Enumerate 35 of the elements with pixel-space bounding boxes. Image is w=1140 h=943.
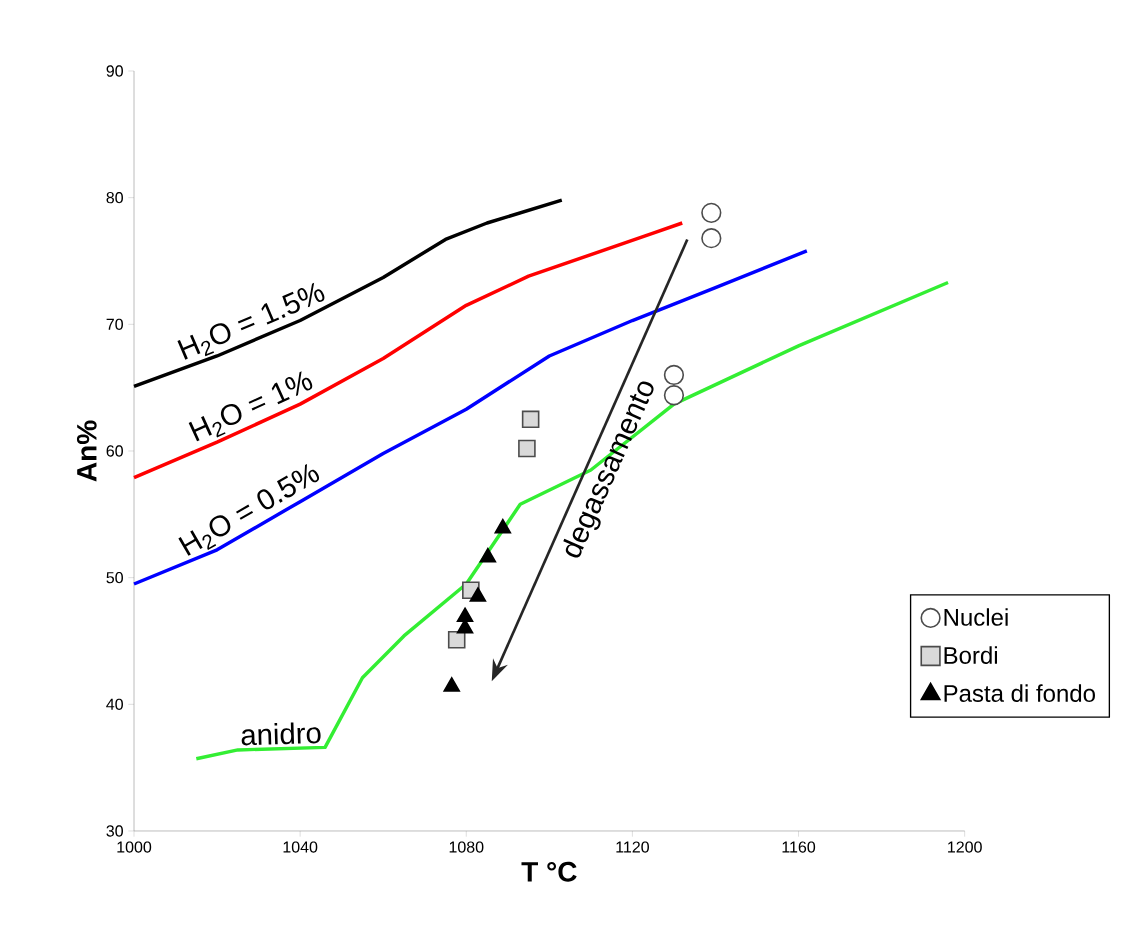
point: [447, 630, 466, 649]
y-tick-label: 60: [106, 445, 123, 457]
point: [521, 410, 540, 429]
x-tick-label: 1080: [449, 841, 484, 853]
point: [443, 677, 461, 692]
text: H$_{2}$O = 1.5%: [177, 282, 325, 360]
y-tick-label: 80: [106, 192, 123, 204]
x-tick-label: 1120: [616, 841, 649, 853]
point: [494, 518, 512, 534]
legend-label: Nuclei: [944, 608, 1008, 626]
point: [479, 547, 497, 563]
y-tick-label: 70: [106, 318, 123, 330]
y-axis-title: An%: [76, 420, 97, 482]
x-tick-label: 1000: [117, 841, 152, 853]
point: [701, 202, 722, 223]
y-tick-label: 40: [106, 698, 123, 710]
x-axis-title: T °C: [521, 861, 577, 882]
x-tick-label: 1200: [948, 841, 982, 853]
point: [456, 607, 474, 623]
legend-label: Bordi: [944, 646, 997, 664]
point: [518, 439, 536, 458]
x-tick-label: 1040: [283, 841, 318, 853]
y-tick-label: 30: [106, 825, 123, 837]
point: [663, 364, 685, 386]
y-tick-label: 50: [106, 572, 123, 584]
point: [469, 587, 487, 602]
legend-label: Pasta di fondo: [944, 684, 1095, 702]
y-tick-label: 90: [106, 65, 123, 77]
text: H$_{2}$O = 1%: [188, 371, 313, 442]
point: [701, 228, 722, 249]
point: [663, 385, 685, 406]
series-label: anidro: [241, 722, 321, 746]
x-tick-label: 1160: [782, 841, 816, 853]
text: H$_{2}$O = 0.5%: [178, 463, 320, 556]
line-series: [132, 249, 809, 586]
